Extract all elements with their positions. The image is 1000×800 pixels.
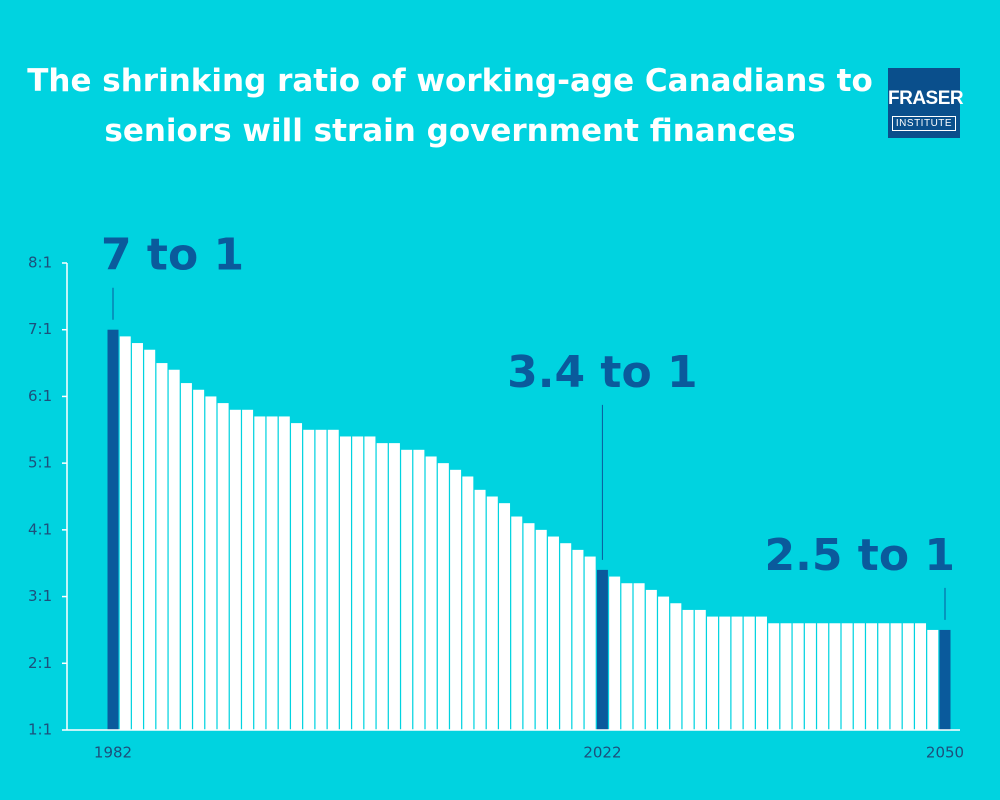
bar bbox=[352, 436, 364, 730]
bar bbox=[768, 623, 780, 730]
bar bbox=[168, 369, 180, 730]
bar bbox=[853, 623, 865, 730]
bar bbox=[719, 616, 731, 730]
bar bbox=[939, 629, 951, 730]
bar bbox=[841, 623, 853, 730]
bar bbox=[303, 429, 315, 730]
bar bbox=[217, 403, 229, 730]
bar bbox=[829, 623, 841, 730]
bar bbox=[621, 583, 633, 730]
bar bbox=[315, 429, 327, 730]
bar bbox=[339, 436, 351, 730]
bar bbox=[499, 503, 511, 730]
bar bbox=[254, 416, 266, 730]
bar bbox=[180, 383, 192, 730]
bar bbox=[804, 623, 816, 730]
bar bbox=[596, 569, 608, 730]
bar bbox=[609, 576, 621, 730]
bar bbox=[817, 623, 829, 730]
bar bbox=[743, 616, 755, 730]
y-tick-label: 1:1 bbox=[28, 721, 52, 739]
x-tick-label: 1982 bbox=[94, 744, 132, 762]
bar bbox=[707, 616, 719, 730]
bar bbox=[425, 456, 437, 730]
bar bbox=[401, 449, 413, 730]
bar bbox=[670, 603, 682, 730]
bar bbox=[450, 469, 462, 730]
bar bbox=[535, 529, 547, 730]
bar bbox=[658, 596, 670, 730]
bar bbox=[572, 549, 584, 730]
annotation: 2.5 to 1 bbox=[765, 530, 955, 581]
bar bbox=[560, 543, 572, 730]
bar bbox=[205, 396, 217, 730]
bar bbox=[682, 609, 694, 730]
bar bbox=[694, 609, 706, 730]
bar bbox=[866, 623, 878, 730]
bar bbox=[474, 489, 486, 730]
bar bbox=[376, 443, 388, 730]
bar bbox=[364, 436, 376, 730]
annotation: 7 to 1 bbox=[101, 230, 244, 281]
y-tick-label: 4:1 bbox=[28, 520, 52, 538]
x-tick-label: 2050 bbox=[926, 744, 964, 762]
bar bbox=[915, 623, 927, 730]
logo-name: FRASER bbox=[888, 88, 964, 109]
bar bbox=[156, 363, 168, 730]
bar bbox=[413, 449, 425, 730]
logo-sub: INSTITUTE bbox=[892, 116, 956, 131]
bar bbox=[119, 336, 131, 730]
bar bbox=[878, 623, 890, 730]
logo: FRASER INSTITUTE bbox=[888, 68, 964, 138]
bar bbox=[584, 556, 596, 730]
chart-title: The shrinking ratio of working-age Canad… bbox=[27, 63, 873, 149]
bar bbox=[131, 343, 143, 730]
bar bbox=[242, 409, 254, 730]
bar bbox=[229, 409, 241, 730]
bar bbox=[388, 443, 400, 730]
bar bbox=[486, 496, 498, 730]
bar bbox=[902, 623, 914, 730]
bar bbox=[547, 536, 559, 730]
bar bbox=[144, 349, 156, 730]
bar bbox=[645, 589, 657, 730]
bar bbox=[462, 476, 474, 730]
y-tick-label: 3:1 bbox=[28, 587, 52, 605]
y-tick-label: 5:1 bbox=[28, 454, 52, 472]
bar bbox=[755, 616, 767, 730]
bar bbox=[437, 463, 449, 730]
y-tick-label: 2:1 bbox=[28, 654, 52, 672]
x-tick-label: 2022 bbox=[583, 744, 621, 762]
y-tick-label: 8:1 bbox=[28, 254, 52, 272]
bar bbox=[193, 389, 205, 730]
bar bbox=[780, 623, 792, 730]
bar bbox=[278, 416, 290, 730]
bar bbox=[927, 629, 939, 730]
bar bbox=[523, 523, 535, 730]
bar bbox=[266, 416, 278, 730]
bar bbox=[327, 429, 339, 730]
bar bbox=[511, 516, 523, 730]
bar bbox=[731, 616, 743, 730]
bar bbox=[890, 623, 902, 730]
bar bbox=[792, 623, 804, 730]
bar bbox=[633, 583, 645, 730]
bar bbox=[291, 423, 303, 730]
y-tick-label: 6:1 bbox=[28, 387, 52, 405]
annotation: 3.4 to 1 bbox=[507, 347, 697, 398]
bar bbox=[107, 329, 119, 730]
y-tick-label: 7:1 bbox=[28, 320, 52, 338]
